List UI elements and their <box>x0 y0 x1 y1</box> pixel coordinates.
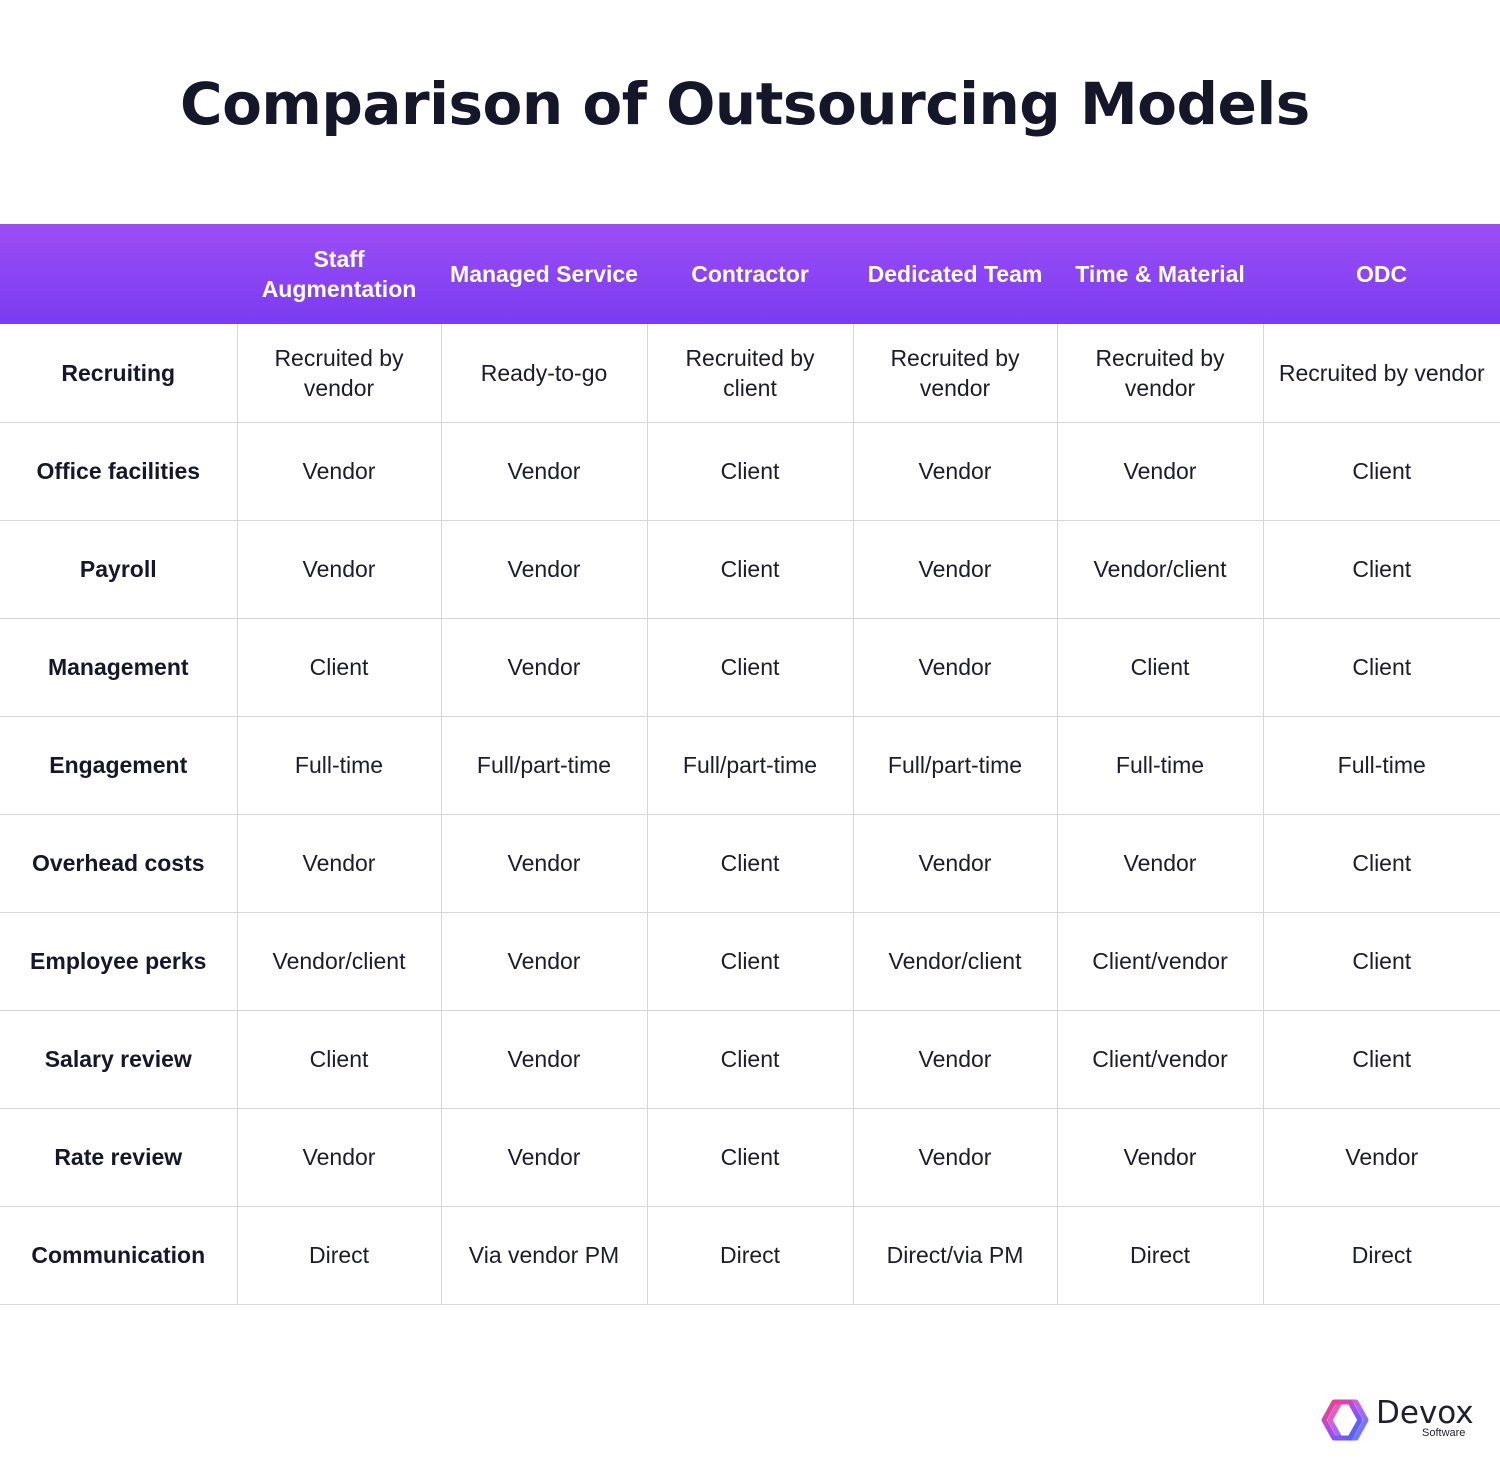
table-row: Overhead costs Vendor Vendor Client Vend… <box>0 814 1500 912</box>
table-cell: Direct <box>1056 1206 1263 1304</box>
table-cell: Client <box>1262 422 1500 520</box>
header-cell-dedicated-team: Dedicated Team <box>867 261 1043 287</box>
header-cell-time-material: Time & Material <box>1075 261 1245 287</box>
table-cell: Vendor/client <box>852 912 1057 1010</box>
devox-logo-icon <box>1321 1399 1369 1441</box>
header-cell-staff-augmentation: Staff Augmentation <box>261 246 417 302</box>
table-cell: Recruited by vendor <box>852 324 1057 422</box>
table-row: Management Client Vendor Client Vendor C… <box>0 618 1500 716</box>
table-cell: Vendor <box>1056 422 1263 520</box>
table-cell: Client <box>1262 618 1500 716</box>
table-cell: Client <box>1262 912 1500 1010</box>
table-cell: Full-time <box>1056 716 1263 814</box>
table-cell: Via vendor PM <box>440 1206 647 1304</box>
row-label: Engagement <box>49 752 188 778</box>
row-label: Recruiting <box>61 359 176 386</box>
table-cell: Full-time <box>1262 716 1500 814</box>
table-cell: Client <box>646 618 853 716</box>
table-cell: Client <box>1262 520 1500 618</box>
table-row: Rate review Vendor Vendor Client Vendor … <box>0 1108 1500 1206</box>
table-cell: Client <box>646 814 853 912</box>
table-cell: Vendor <box>1056 814 1263 912</box>
table-cell: Client/vendor <box>1056 912 1263 1010</box>
table-cell: Vendor <box>440 1010 647 1108</box>
logo-sub: Software <box>1422 1427 1466 1439</box>
row-label: Employee perks <box>30 948 207 974</box>
table-cell: Full/part-time <box>852 716 1057 814</box>
row-label: Overhead costs <box>31 850 205 876</box>
header-row: Staff Augmentation Managed Service Contr… <box>0 224 1500 324</box>
table-cell: Recruited by vendor <box>1056 324 1263 422</box>
table-cell: Full/part-time <box>440 716 647 814</box>
table-row: Salary review Client Vendor Client Vendo… <box>0 1010 1500 1108</box>
row-label: Communication <box>31 1242 206 1268</box>
table-cell: Vendor <box>236 520 441 618</box>
comparison-table: Staff Augmentation Managed Service Contr… <box>0 224 1500 1305</box>
table-cell: Vendor <box>852 1010 1057 1108</box>
table-cell: Client <box>646 1108 853 1206</box>
table-cell: Client <box>646 1010 853 1108</box>
table-row: Payroll Vendor Vendor Client Vendor Vend… <box>0 520 1500 618</box>
table-cell: Vendor <box>852 618 1057 716</box>
table-cell: Client <box>646 912 853 1010</box>
logo-name: Devox <box>1376 1395 1474 1431</box>
page-title: Comparison of Outsourcing Models <box>180 70 1310 138</box>
table-cell: Vendor <box>440 422 647 520</box>
table-cell: Vendor <box>852 1108 1057 1206</box>
table-cell: Client <box>1262 814 1500 912</box>
table-cell: Client <box>1262 1010 1500 1108</box>
table-body: Recruiting Recruited by vendor Ready-to-… <box>0 324 1500 1304</box>
table-cell: Direct/via PM <box>852 1206 1057 1304</box>
table-row: Communication Direct Via vendor PM Direc… <box>0 1206 1500 1304</box>
table-cell: Vendor <box>440 1108 647 1206</box>
row-label: Salary review <box>44 1046 192 1072</box>
table-cell: Client <box>236 1010 441 1108</box>
table-cell: Full-time <box>236 716 441 814</box>
table-cell: Recruited by vendor <box>236 324 441 422</box>
table-cell: Client <box>646 520 853 618</box>
table-cell: Vendor <box>440 912 647 1010</box>
table-cell: Vendor <box>236 422 441 520</box>
header-cell-corner <box>0 224 237 324</box>
table-cell: Vendor <box>236 814 441 912</box>
table-cell: Vendor <box>440 618 647 716</box>
table-row: Employee perks Vendor/client Vendor Clie… <box>0 912 1500 1010</box>
table-cell: Direct <box>1262 1206 1500 1304</box>
table-cell: Client <box>236 618 441 716</box>
table-cell: Recruited by vendor <box>1262 324 1500 422</box>
table-cell: Direct <box>236 1206 441 1304</box>
table-cell: Direct <box>646 1206 853 1304</box>
table-row: Office facilities Vendor Vendor Client V… <box>0 422 1500 520</box>
table-row: Recruiting Recruited by vendor Ready-to-… <box>0 324 1500 422</box>
table-cell: Vendor <box>440 520 647 618</box>
table-cell: Vendor <box>236 1108 441 1206</box>
row-label: Management <box>47 654 189 680</box>
devox-logo: Devox Software <box>1320 1395 1480 1447</box>
table-cell: Full/part-time <box>646 716 853 814</box>
row-label: Rate review <box>54 1144 183 1170</box>
table-cell: Ready-to-go <box>440 324 647 422</box>
table-cell: Recruited by client <box>646 324 853 422</box>
header-cell-odc: ODC <box>1355 261 1408 287</box>
table-cell: Vendor <box>1056 1108 1263 1206</box>
table-header: Staff Augmentation Managed Service Contr… <box>0 224 1500 324</box>
table-cell: Client/vendor <box>1056 1010 1263 1108</box>
table-cell: Client <box>646 422 853 520</box>
table-row: Engagement Full-time Full/part-time Full… <box>0 716 1500 814</box>
row-label: Payroll <box>79 556 157 582</box>
table-cell: Vendor/client <box>1056 520 1263 618</box>
table-cell: Vendor <box>852 422 1057 520</box>
table-cell: Client <box>1056 618 1263 716</box>
header-cell-contractor: Contractor <box>691 261 809 287</box>
table-cell: Vendor/client <box>236 912 441 1010</box>
table-cell: Vendor <box>1262 1108 1500 1206</box>
row-label: Office facilities <box>36 458 201 484</box>
header-cell-managed-service: Managed Service <box>450 261 638 287</box>
table-cell: Vendor <box>852 814 1057 912</box>
table-cell: Vendor <box>440 814 647 912</box>
table-cell: Vendor <box>852 520 1057 618</box>
